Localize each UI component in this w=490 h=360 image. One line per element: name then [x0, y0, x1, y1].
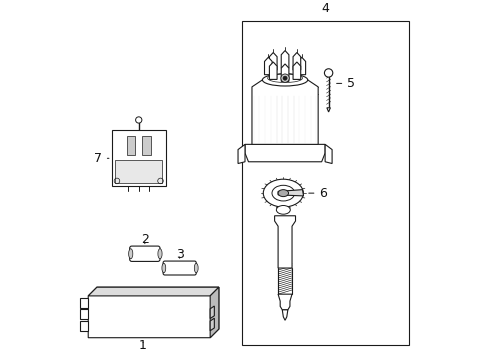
- Polygon shape: [210, 306, 214, 319]
- Circle shape: [136, 117, 142, 123]
- Ellipse shape: [272, 185, 294, 201]
- Text: 7: 7: [94, 152, 109, 165]
- Bar: [242, 21, 409, 345]
- Polygon shape: [327, 108, 330, 112]
- Polygon shape: [265, 57, 272, 75]
- Ellipse shape: [263, 179, 303, 207]
- Circle shape: [281, 74, 289, 82]
- Polygon shape: [274, 216, 295, 268]
- Ellipse shape: [158, 249, 162, 259]
- Ellipse shape: [195, 263, 198, 273]
- FancyBboxPatch shape: [130, 246, 160, 261]
- Polygon shape: [79, 309, 88, 319]
- Polygon shape: [281, 64, 289, 81]
- Polygon shape: [238, 144, 245, 163]
- Polygon shape: [281, 50, 289, 68]
- Polygon shape: [293, 53, 301, 70]
- Bar: [115, 160, 162, 183]
- Polygon shape: [210, 318, 214, 331]
- Text: 2: 2: [141, 233, 149, 246]
- Polygon shape: [79, 298, 88, 308]
- Ellipse shape: [162, 263, 166, 273]
- Text: 6: 6: [309, 186, 327, 200]
- Polygon shape: [278, 190, 303, 196]
- Ellipse shape: [278, 190, 289, 197]
- Polygon shape: [79, 321, 88, 331]
- Bar: [142, 136, 151, 155]
- Bar: [127, 136, 135, 155]
- Ellipse shape: [276, 206, 290, 214]
- Bar: [112, 130, 166, 186]
- Polygon shape: [278, 294, 292, 310]
- Polygon shape: [282, 310, 288, 320]
- Polygon shape: [325, 144, 332, 163]
- Circle shape: [283, 76, 287, 80]
- Polygon shape: [298, 57, 306, 75]
- Text: 5: 5: [337, 77, 355, 90]
- Polygon shape: [88, 287, 219, 296]
- Polygon shape: [88, 287, 219, 338]
- Polygon shape: [252, 80, 318, 144]
- Circle shape: [324, 69, 333, 77]
- Polygon shape: [270, 53, 277, 70]
- Polygon shape: [210, 287, 219, 338]
- Text: 3: 3: [176, 248, 184, 261]
- Polygon shape: [293, 62, 301, 80]
- Ellipse shape: [129, 249, 133, 259]
- Text: 4: 4: [321, 3, 329, 15]
- Polygon shape: [270, 62, 277, 80]
- Ellipse shape: [263, 74, 308, 86]
- FancyBboxPatch shape: [163, 261, 196, 275]
- Text: 1: 1: [139, 339, 147, 352]
- Polygon shape: [245, 144, 325, 162]
